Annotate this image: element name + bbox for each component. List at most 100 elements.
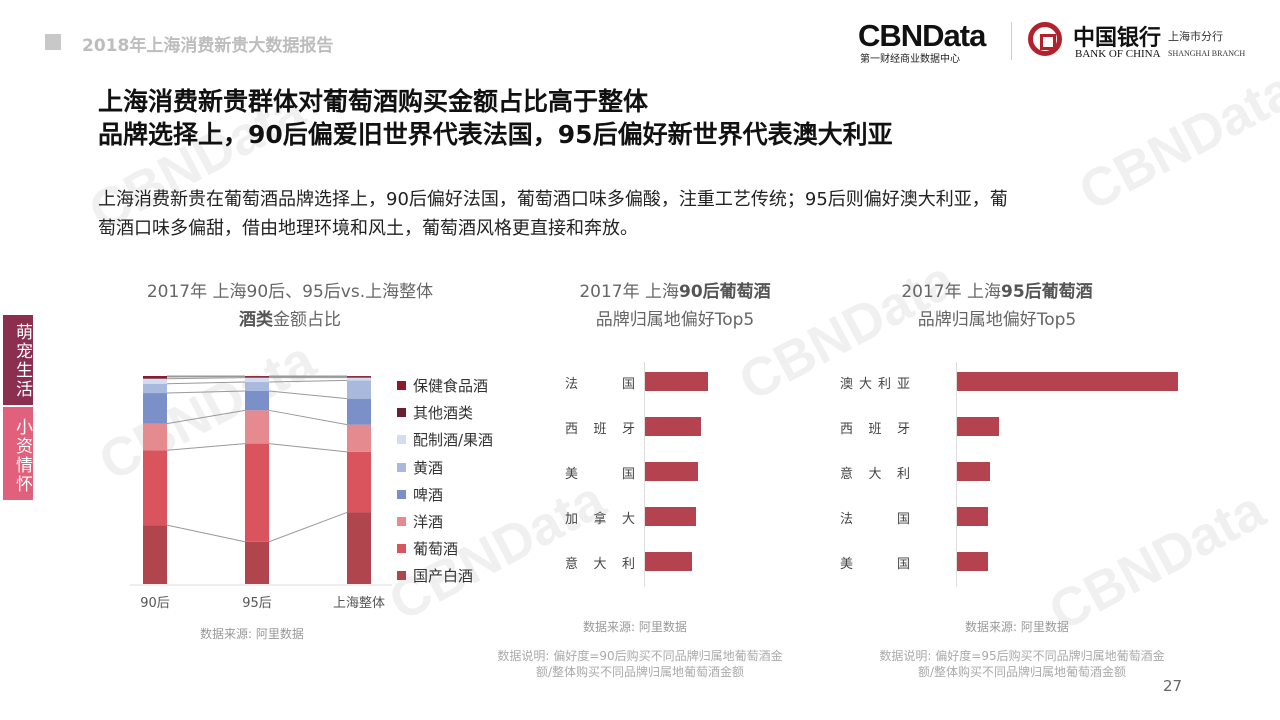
chart3-title-bold: 95后葡萄酒 [1001,282,1093,302]
bar-segment [143,378,167,384]
bar [957,462,991,481]
boc-branch: 上海市分行 [1168,30,1223,43]
page-title-line1: 上海消费新贵群体对葡萄酒购买金额占比高于整体 [98,87,649,116]
cbndata-subtitle: 第一财经商业数据中心 [860,54,960,65]
x-tick-label: 90后 [140,596,170,611]
chart3-note-line2: 额/整体购买不同品牌归属地葡萄酒金额 [917,665,1127,679]
bar [957,372,1178,391]
bar [645,552,693,571]
series-connector-line [166,377,246,380]
bar-segment [245,377,269,383]
report-title: 2018年上海消费新贵大数据报告 [82,36,334,56]
bar-segment [245,390,269,411]
legend-swatch [397,435,406,445]
bar-segment [143,423,167,451]
series-connector-line [166,409,246,425]
bar [957,417,999,436]
chart3-note: 数据说明: 偏好度=95后购买不同品牌归属地葡萄酒金 额/整体购买不同品牌归属地… [852,648,1192,680]
bar-segment [143,393,167,424]
chart2-note-line2: 额/整体购买不同品牌归属地葡萄酒金额 [535,665,745,679]
series-connector-line [268,390,348,400]
watermark: CBNData [1069,59,1280,223]
chart2-note: 数据说明: 偏好度=90后购买不同品牌归属地葡萄酒金 额/整体购买不同品牌归属地… [470,648,810,680]
y-axis-line [956,362,957,587]
side-tab-petit-bourgeois[interactable]: 小资情怀 [3,407,33,500]
bar-segment [347,398,371,425]
legend-label: 国产白酒 [413,567,474,586]
watermark: CBNData [1039,479,1275,643]
bar-segment [347,451,371,513]
bar-segment [245,382,269,391]
legend-label: 保健食品酒 [413,377,489,396]
legend-label: 啤酒 [413,485,444,504]
bar [645,507,697,526]
legend-label: 配制酒/果酒 [413,431,494,450]
chart1-title-rest: 金额占比 [273,310,341,330]
series-connector-line [166,390,246,394]
category-label: 意大利 [565,557,635,572]
chart3-note-line1: 数据说明: 偏好度=95后购买不同品牌归属地葡萄酒金 [879,649,1165,663]
chart3-source: 数据来源: 阿里数据 [965,620,1069,634]
description-line2: 萄酒口味多偏甜，借由地理环境和风土，葡萄酒风格更直接和奔放。 [98,218,638,239]
chart2-note-line1: 数据说明: 偏好度=90后购买不同品牌归属地葡萄酒金 [497,649,783,663]
legend-item: 其他酒类 [397,399,493,426]
chart3-subtitle: 品牌归属地偏好Top5 [917,310,1077,330]
bar-segment [347,512,371,584]
legend-swatch [397,408,406,418]
legend-label: 葡萄酒 [413,540,459,559]
page-number: 27 [1163,677,1183,695]
bar-segment [245,443,269,542]
legend-label: 洋酒 [413,513,444,532]
legend-swatch [397,489,406,499]
category-label: 意大利 [840,467,910,482]
bar-segment [143,377,167,379]
category-label: 澳大利亚 [840,377,910,392]
chart2-title-pre: 2017年 上海 [579,282,679,302]
category-label: 法国 [565,377,635,392]
bar [957,507,988,526]
bar-segment [245,410,269,444]
category-label: 美国 [840,557,910,572]
bar [957,552,988,571]
category-label: 加拿大 [565,512,635,527]
boc-name-en: BANK OF CHINA [1075,48,1161,60]
series-connector-line [166,524,246,543]
legend-swatch [397,381,406,391]
legend-swatch [397,544,406,554]
stacked-bar-chart: 90后 95后 上海整体 [130,375,392,611]
bar-segment [143,450,167,526]
chart3-title: 2017年 上海95后葡萄酒 品牌归属地偏好Top5 [862,278,1132,334]
y-axis-line [644,362,645,587]
description-line1: 上海消费新贵在葡萄酒品牌选择上，90后偏好法国，葡萄酒口味多偏酸，注重工艺传统；… [98,189,1008,210]
bar [645,417,702,436]
chart2-subtitle: 品牌归属地偏好Top5 [595,310,755,330]
boc-name-cn: 中国银行 [1073,25,1162,51]
chart2-title-bold: 90后葡萄酒 [679,282,771,302]
bank-of-china-logo-icon [1028,22,1062,56]
legend-swatch [397,462,406,472]
x-tick-label: 95后 [242,596,272,611]
bar [645,462,698,481]
chart1-title-line1: 2017年 上海90后、95后vs.上海整体 [146,282,434,302]
bar-segment [245,541,269,584]
legend-item: 黄酒 [397,454,493,481]
chart1-title-bold: 酒类 [239,310,273,330]
legend-item: 保健食品酒 [397,372,493,399]
legend-label: 黄酒 [413,458,444,477]
series-connector-line [166,381,246,385]
chart2-title: 2017年 上海90后葡萄酒 品牌归属地偏好Top5 [540,278,810,334]
chart1-source: 数据来源: 阿里数据 [200,627,304,641]
legend-label: 其他酒类 [413,404,474,423]
category-label: 西班牙 [565,422,635,437]
bar [645,372,708,391]
category-label: 西班牙 [840,422,910,437]
chart3-title-pre: 2017年 上海 [901,282,1001,302]
side-tab-pet-life[interactable]: 萌宠生活 [3,315,33,405]
chart1-legend: 保健食品酒其他酒类配制酒/果酒 黄酒啤酒洋酒葡萄酒国产白酒 [397,372,493,590]
legend-swatch [397,571,406,581]
bar-segment [143,383,167,394]
category-label: 法国 [840,512,910,527]
legend-swatch [397,517,406,527]
cbndata-logo: CBNData [858,18,986,53]
x-tick-label: 上海整体 [333,596,385,611]
